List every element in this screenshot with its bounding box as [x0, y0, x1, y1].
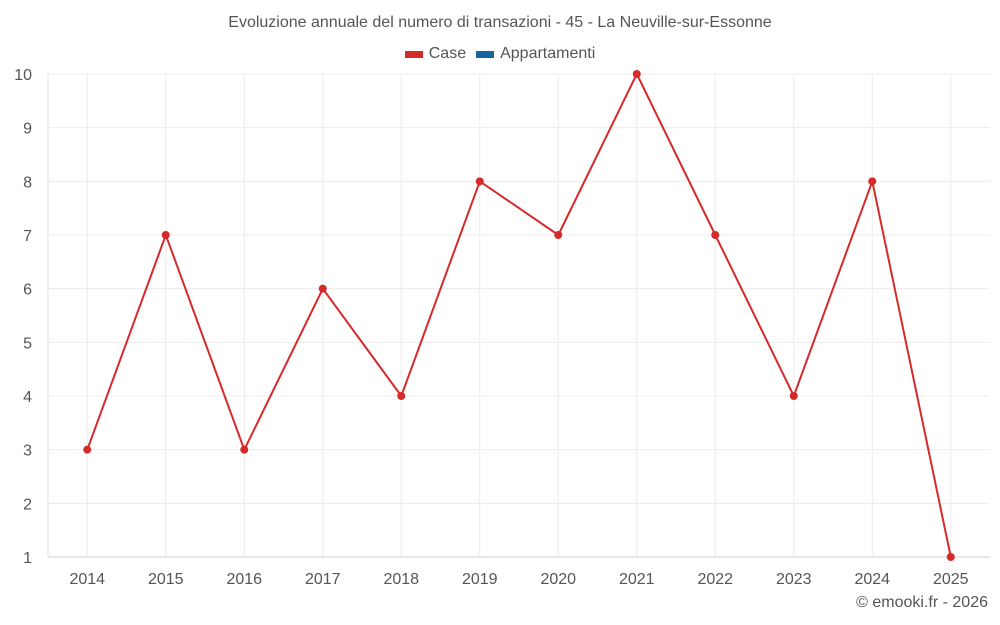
data-point-2021	[632, 70, 641, 78]
copyright-credit: © emooki.fr - 2026	[856, 594, 988, 611]
data-point-2015	[161, 231, 170, 239]
series-line-case	[86, 73, 952, 558]
x-tick-label-2018: 2018	[383, 571, 419, 588]
x-tick-label-2017: 2017	[305, 571, 341, 588]
legend-label-appartamenti: Appartamenti	[500, 45, 596, 62]
x-tick-label-2023: 2023	[776, 571, 812, 588]
data-point-2025	[946, 553, 955, 561]
y-tick-label-3: 3	[23, 443, 32, 460]
data-point-2016	[240, 445, 249, 454]
x-tick-label-2025: 2025	[933, 571, 969, 588]
data-point-2017	[318, 284, 327, 293]
y-tick-label-8: 8	[23, 174, 32, 191]
y-tick-label-2: 2	[23, 496, 32, 513]
legend-swatch-case	[404, 50, 423, 58]
x-tick-label-2019: 2019	[462, 571, 498, 588]
x-tick-label-2015: 2015	[148, 571, 184, 588]
data-point-2022	[711, 231, 720, 239]
x-tick-label-2014: 2014	[69, 571, 105, 588]
y-tick-label-1: 1	[23, 550, 32, 567]
x-tick-label-2022: 2022	[697, 571, 733, 588]
legend-swatch-appartamenti	[476, 50, 495, 58]
y-tick-label-5: 5	[23, 335, 32, 352]
chart-title: Evoluzione annuale del numero di transaz…	[228, 14, 772, 31]
x-tick-label-2016: 2016	[226, 571, 262, 588]
x-tick-label-2021: 2021	[619, 571, 655, 588]
x-tick-label-2020: 2020	[540, 571, 576, 588]
legend-label-case: Case	[428, 45, 467, 62]
chart-legend: Case Appartamenti	[0, 45, 1000, 63]
y-tick-label-9: 9	[23, 121, 32, 138]
data-point-2014	[83, 445, 92, 454]
data-point-2023	[789, 392, 798, 400]
legend-item-case[interactable]: Case	[404, 45, 467, 63]
data-point-2020	[554, 231, 563, 239]
y-tick-label-6: 6	[23, 282, 32, 299]
x-tick-label-2024: 2024	[854, 571, 890, 588]
y-tick-label-7: 7	[23, 228, 32, 245]
legend-item-appartamenti[interactable]: Appartamenti	[476, 45, 595, 63]
y-tick-label-10: 10	[14, 67, 32, 84]
data-point-2018	[397, 392, 406, 400]
y-tick-label-4: 4	[23, 389, 32, 406]
data-point-2024	[868, 177, 877, 186]
data-point-2019	[475, 177, 484, 186]
